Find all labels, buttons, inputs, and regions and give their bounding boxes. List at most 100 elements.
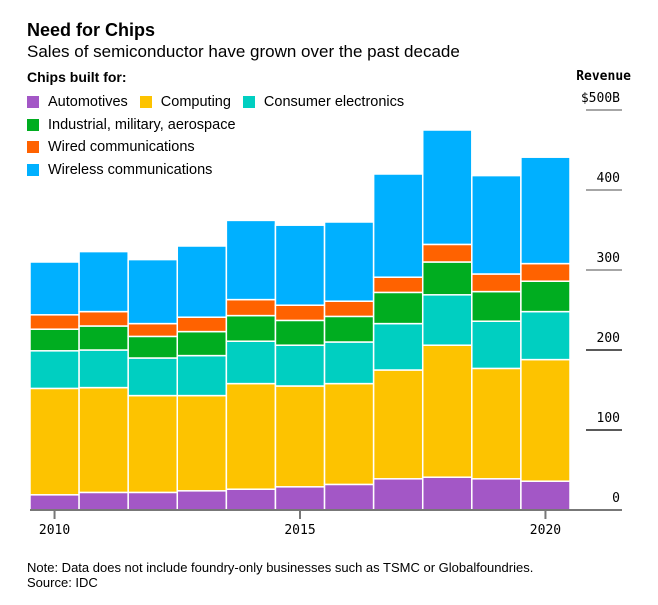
legend-swatch xyxy=(242,96,255,109)
y-tick-label: 0 xyxy=(612,491,620,506)
chart-title: Need for Chips xyxy=(27,20,156,40)
bar-segment-2019-5 xyxy=(471,174,522,275)
x-tick-label: 2015 xyxy=(284,523,315,538)
bar-segment-2019-4 xyxy=(471,273,522,293)
legend-label: Industrial, military, aerospace xyxy=(48,116,236,133)
bar-segment-2014-1 xyxy=(225,382,277,490)
bar-segment-2011-4 xyxy=(78,310,129,327)
bar-segment-2015-0 xyxy=(274,486,326,511)
bar-segment-2012-3 xyxy=(127,335,179,359)
bar-segment-2017-5 xyxy=(372,173,424,278)
legend-item-consumer: Consumer electronics xyxy=(242,94,405,111)
bar-segment-2011-1 xyxy=(78,386,129,494)
bar-segment-2013-5 xyxy=(176,245,228,318)
bar-segment-2010-3 xyxy=(29,328,80,352)
legend: Automotives Computing Consumer electroni… xyxy=(27,91,447,181)
bar-segment-2016-4 xyxy=(323,300,375,318)
legend-swatch xyxy=(27,118,39,131)
bar-segment-2014-5 xyxy=(225,219,277,301)
bar-segment-2013-4 xyxy=(176,316,228,333)
bar-segment-2020-0 xyxy=(520,480,571,511)
source-text: Source: IDC xyxy=(27,575,98,590)
legend-label: Consumer electronics xyxy=(263,94,405,111)
bar-segment-2011-5 xyxy=(78,250,129,313)
bar-segment-2011-2 xyxy=(78,349,129,389)
bar-segment-2012-4 xyxy=(127,322,179,338)
bar-segment-2016-2 xyxy=(323,341,375,385)
bar-segment-2010-5 xyxy=(29,261,80,316)
bar-segment-2012-2 xyxy=(127,357,179,397)
bar-segment-2019-1 xyxy=(471,367,522,480)
legend-item-wired: Wired communications xyxy=(27,139,195,155)
bar-segment-2020-1 xyxy=(520,358,571,482)
bar-segment-2013-3 xyxy=(176,330,228,357)
legend-label: Wired communications xyxy=(48,139,195,156)
bar-segment-2016-3 xyxy=(323,315,375,343)
legend-label: Automotives xyxy=(48,94,128,111)
bar-segment-2020-2 xyxy=(520,310,571,361)
bar-segment-2010-1 xyxy=(29,387,80,496)
legend-item-wireless: Wireless communications xyxy=(27,162,212,178)
bar-segment-2020-3 xyxy=(520,280,571,313)
bar-segment-2016-1 xyxy=(323,382,375,486)
bar-segment-2012-0 xyxy=(127,491,179,511)
footnote: Note: Data does not include foundry-only… xyxy=(27,560,533,590)
bar-segment-2013-1 xyxy=(176,394,228,492)
legend-swatch xyxy=(139,96,152,109)
y-tick-label: $500B xyxy=(581,91,620,106)
y-axis-label: Revenue xyxy=(576,69,631,84)
bar-segment-2017-4 xyxy=(372,276,424,294)
bar-segment-2010-2 xyxy=(29,350,80,390)
bar-segment-2020-4 xyxy=(520,262,571,282)
x-tick-label: 2010 xyxy=(39,523,70,538)
y-tick-label: 200 xyxy=(597,331,620,346)
legend-item-computing: Computing xyxy=(139,94,231,111)
bar-segment-2018-3 xyxy=(421,261,473,296)
legend-item-automotives: Automotives xyxy=(27,94,128,110)
bar-segment-2012-5 xyxy=(127,258,179,325)
bar-segment-2015-1 xyxy=(274,385,326,488)
bar-segment-2018-1 xyxy=(421,344,473,478)
bar-segment-2019-3 xyxy=(471,290,522,322)
legend-swatch xyxy=(27,96,39,109)
x-tick-label: 2020 xyxy=(530,523,561,538)
y-tick-label: 100 xyxy=(597,411,620,426)
y-tick-label: 300 xyxy=(597,251,620,266)
bar-segment-2019-0 xyxy=(471,478,522,511)
bar-segment-2018-2 xyxy=(421,294,473,346)
bar-segment-2014-4 xyxy=(225,298,277,317)
bar-segment-2015-5 xyxy=(274,224,326,306)
bar-segment-2013-2 xyxy=(176,354,228,397)
bar-segment-2016-5 xyxy=(323,221,375,302)
bar-segment-2017-1 xyxy=(372,369,424,480)
bar-segment-2013-0 xyxy=(176,490,228,511)
bar-segment-2017-3 xyxy=(372,291,424,325)
legend-title: Chips built for: xyxy=(27,69,127,85)
bar-segment-2010-0 xyxy=(29,494,80,511)
bar-segment-2018-4 xyxy=(421,243,473,263)
bar-segment-2014-2 xyxy=(225,340,277,385)
legend-label: Wireless communications xyxy=(48,161,213,178)
y-tick-label: 400 xyxy=(597,171,620,186)
legend-label: Computing xyxy=(160,94,231,111)
legend-item-industrial: Industrial, military, aerospace xyxy=(27,117,236,133)
chart-subtitle: Sales of semiconductor have grown over t… xyxy=(27,42,460,61)
bar-segment-2016-0 xyxy=(323,483,375,511)
bar-segment-2014-3 xyxy=(225,314,277,342)
bar-segment-2018-5 xyxy=(421,129,473,246)
bar-segment-2017-2 xyxy=(372,322,424,371)
bar-segment-2015-3 xyxy=(274,319,326,346)
note-text: Note: Data does not include foundry-only… xyxy=(27,560,534,575)
bar-segment-2014-0 xyxy=(225,488,277,511)
bar-segment-2011-3 xyxy=(78,325,129,351)
bar-segment-2011-0 xyxy=(78,491,129,511)
bar-segment-2012-1 xyxy=(127,394,179,494)
bar-segment-2017-0 xyxy=(372,478,424,511)
bar-segment-2019-2 xyxy=(471,320,522,370)
bar-segment-2010-4 xyxy=(29,314,80,330)
bar-segment-2018-0 xyxy=(421,476,473,511)
bar-segment-2020-5 xyxy=(520,156,571,265)
legend-swatch xyxy=(27,163,39,176)
bar-segment-2015-4 xyxy=(274,304,326,322)
